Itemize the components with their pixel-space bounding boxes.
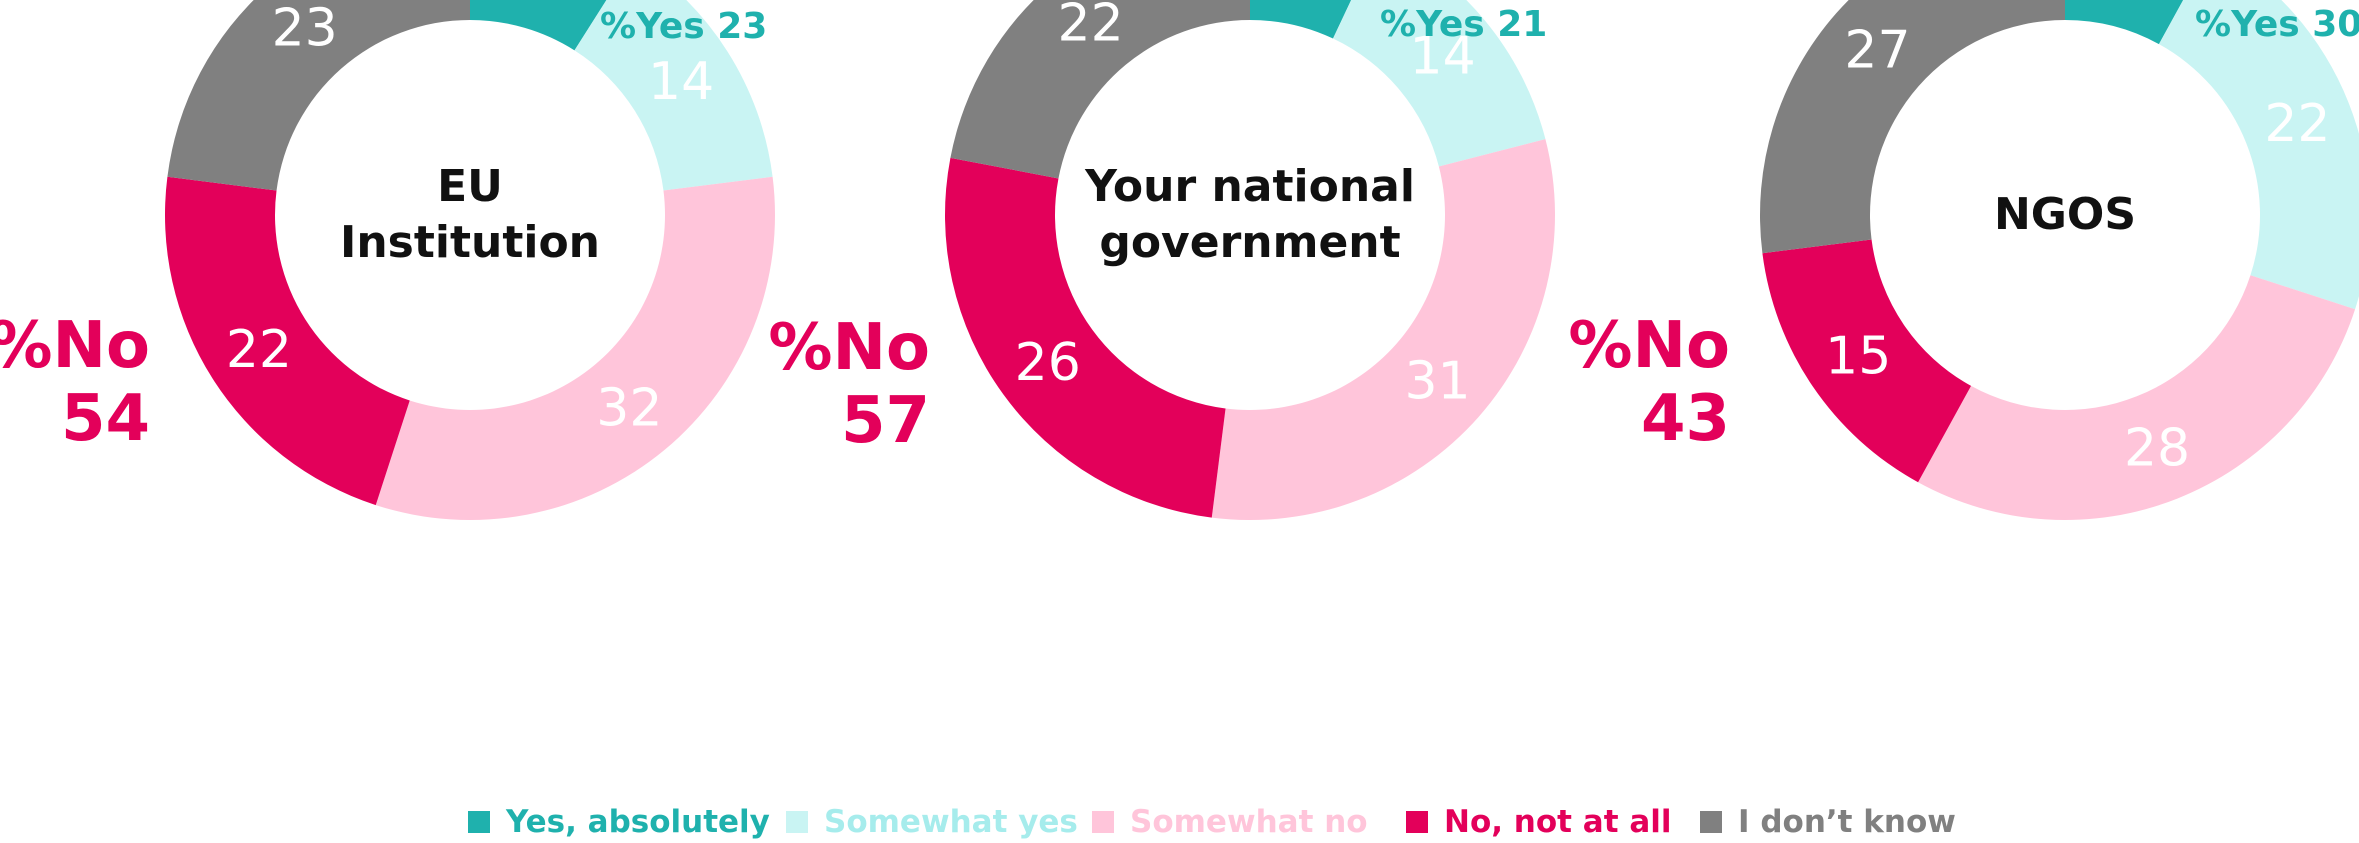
donut-center-title: Your national bbox=[1084, 161, 1415, 212]
slice-value-label: 14 bbox=[648, 52, 714, 112]
legend-label: Somewhat no bbox=[1130, 804, 1368, 840]
donut-slice bbox=[1250, 0, 1352, 39]
legend-swatch bbox=[1092, 811, 1114, 833]
donut-slice bbox=[945, 157, 1226, 518]
donut-slice bbox=[1762, 239, 1972, 483]
slice-value-label: 32 bbox=[596, 379, 662, 439]
donut-slice bbox=[1760, 0, 2065, 254]
no-total-label: %No bbox=[1568, 309, 1730, 383]
legend-label: I don’t know bbox=[1738, 804, 1956, 840]
yes-total-label: %Yes 30 bbox=[2195, 4, 2359, 45]
donut-slice bbox=[165, 176, 410, 506]
slice-value-label: 8 bbox=[2111, 0, 2144, 4]
no-total-label: %No bbox=[768, 311, 930, 385]
donut-slice bbox=[470, 0, 607, 51]
donut-slice bbox=[1333, 0, 1546, 167]
slice-value-label: 15 bbox=[1825, 327, 1891, 387]
donut-slice bbox=[167, 0, 470, 191]
legend-swatch bbox=[1700, 811, 1722, 833]
legend-swatch bbox=[1406, 811, 1428, 833]
slice-value-label: 31 bbox=[1404, 351, 1470, 411]
donut-slice bbox=[1918, 275, 2356, 520]
slice-value-label: 27 bbox=[1844, 21, 1910, 81]
slice-value-label: 14 bbox=[1410, 27, 1476, 87]
no-total-value: 57 bbox=[841, 384, 930, 458]
donut-center-title: EU bbox=[437, 161, 503, 212]
slice-value-label: 22 bbox=[2264, 94, 2330, 154]
slice-value-label: 9 bbox=[523, 0, 556, 6]
slice-value-label: 28 bbox=[2124, 418, 2190, 478]
slice-value-label: 23 bbox=[272, 0, 338, 58]
yes-total-label: %Yes 23 bbox=[600, 6, 767, 47]
legend-swatch bbox=[786, 811, 808, 833]
legend-item-somewhat-no: Somewhat no bbox=[1092, 802, 1368, 842]
no-total-value: 54 bbox=[61, 382, 150, 456]
donut-center-title: government bbox=[1099, 217, 1400, 268]
donut-slice bbox=[950, 0, 1250, 179]
donut-slice bbox=[2065, 0, 2184, 45]
legend-label: No, not at all bbox=[1444, 804, 1672, 840]
legend-label: Somewhat yes bbox=[824, 804, 1078, 840]
legend-item-dont-know: I don’t know bbox=[1700, 802, 1956, 842]
legend-label: Yes, absolutely bbox=[506, 804, 770, 840]
legend-item-no-not-at-all: No, not at all bbox=[1406, 802, 1672, 842]
yes-total-label: %Yes 21 bbox=[1380, 4, 1547, 45]
donut-slice bbox=[2158, 0, 2359, 310]
donut-slice bbox=[1211, 139, 1555, 520]
no-total-value: 43 bbox=[1641, 382, 1730, 456]
slice-value-label: 22 bbox=[1058, 0, 1124, 53]
legend: Yes, absolutely Somewhat yes Somewhat no… bbox=[0, 802, 2359, 842]
legend-swatch bbox=[468, 811, 490, 833]
donut-slice bbox=[574, 0, 773, 191]
donut-center-title: NGOS bbox=[1994, 189, 2136, 240]
donut-center-title: Institution bbox=[340, 217, 600, 268]
slice-value-label: 7 bbox=[1288, 0, 1321, 2]
slice-value-label: 22 bbox=[226, 320, 292, 380]
no-total-label: %No bbox=[0, 309, 150, 383]
slice-value-label: 26 bbox=[1015, 333, 1081, 393]
legend-item-yes-absolutely: Yes, absolutely bbox=[468, 802, 770, 842]
legend-item-somewhat-yes: Somewhat yes bbox=[786, 802, 1078, 842]
donut-slice bbox=[375, 176, 775, 520]
